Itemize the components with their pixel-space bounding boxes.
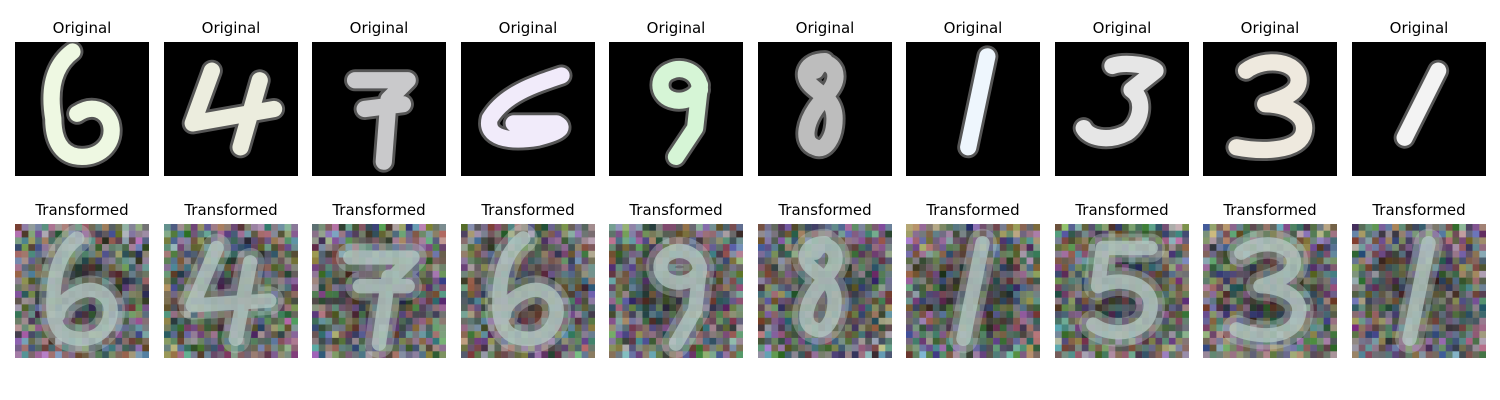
panel-title: Original: [646, 19, 706, 37]
panel-title: Original: [52, 19, 112, 37]
panel-title: Transformed: [332, 201, 426, 219]
panel-title: Transformed: [481, 201, 575, 219]
panel-title: Transformed: [1223, 201, 1317, 219]
transformed-digit-image: [15, 224, 149, 358]
transformed-digit-image: [906, 224, 1040, 358]
transformed-digit-image: [1055, 224, 1189, 358]
original-digit-image: [609, 42, 743, 176]
panel-title: Original: [795, 19, 855, 37]
original-digit-image: [461, 42, 595, 176]
panel-title: Transformed: [184, 201, 278, 219]
original-digit-image: [164, 42, 298, 176]
transformed-row: Transformed Transformed Transformed Tran…: [0, 198, 1500, 358]
panel-title: Transformed: [926, 201, 1020, 219]
transformed-digit-image: [758, 224, 892, 358]
panel-title: Transformed: [629, 201, 723, 219]
transformed-digit-image: [1203, 224, 1337, 358]
original-digit-image: [758, 42, 892, 176]
panel-title: Transformed: [778, 201, 872, 219]
panel-title: Original: [943, 19, 1003, 37]
panel-title: Original: [498, 19, 558, 37]
original-digit-image: [1352, 42, 1486, 176]
panel-title: Original: [1240, 19, 1300, 37]
panel-title: Original: [349, 19, 409, 37]
original-digit-image: [1055, 42, 1189, 176]
panel-title: Transformed: [35, 201, 129, 219]
transformed-digit-image: [461, 224, 595, 358]
transformed-digit-image: [164, 224, 298, 358]
transformed-digit-image: [1352, 224, 1486, 358]
panel-title: Transformed: [1075, 201, 1169, 219]
transformed-digit-image: [312, 224, 446, 358]
panel-title: Transformed: [1372, 201, 1466, 219]
original-digit-image: [906, 42, 1040, 176]
panel-title: Original: [1389, 19, 1449, 37]
panel-title: Original: [1092, 19, 1152, 37]
original-digit-image: [15, 42, 149, 176]
transformed-digit-image: [609, 224, 743, 358]
original-digit-image: [1203, 42, 1337, 176]
panel-title: Original: [201, 19, 261, 37]
original-row: Original Original Original Original Orig…: [0, 16, 1500, 176]
original-digit-image: [312, 42, 446, 176]
